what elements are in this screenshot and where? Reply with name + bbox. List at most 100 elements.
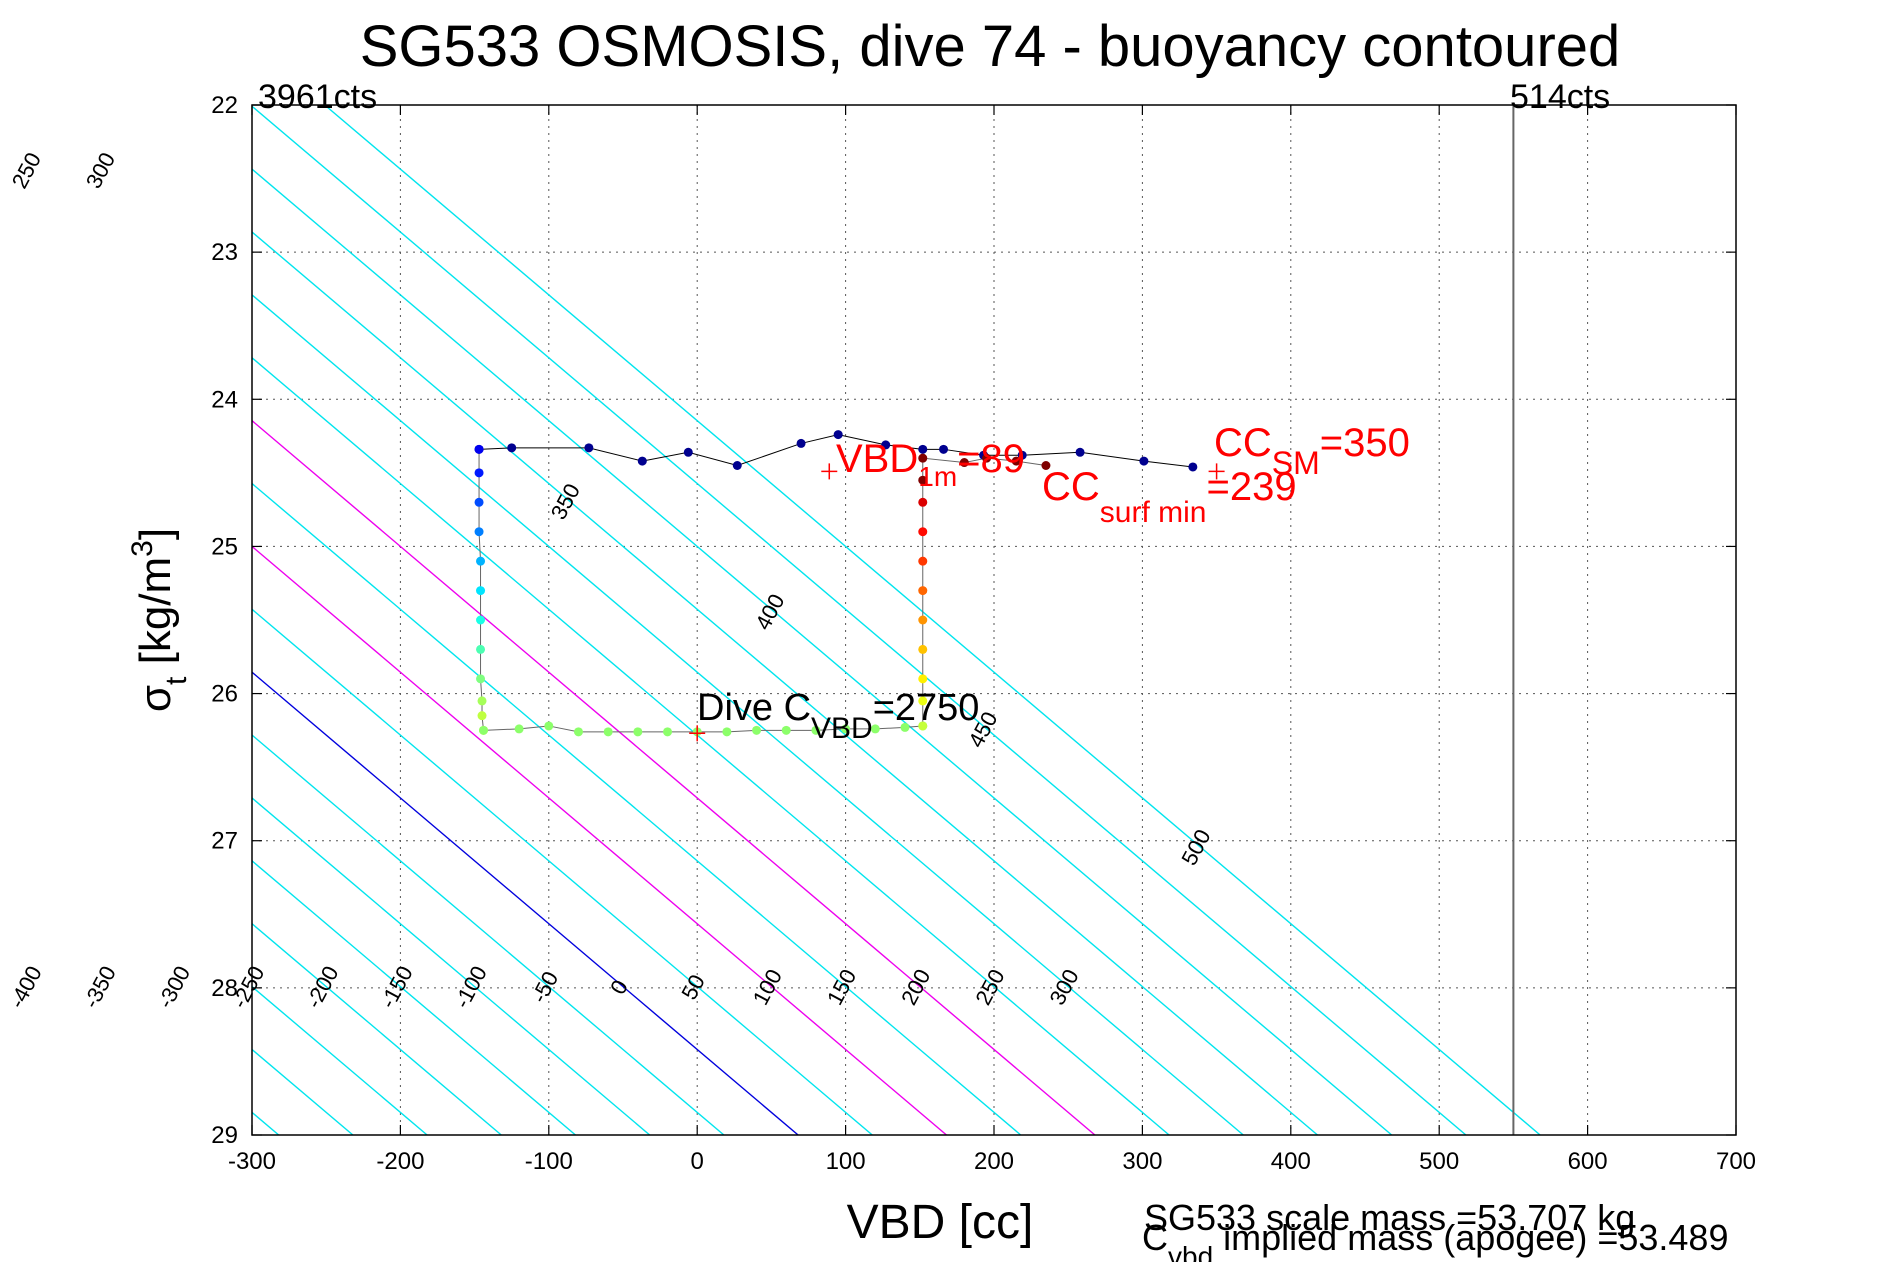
apogee-point <box>811 725 821 735</box>
x-tick-label: 300 <box>1122 1148 1162 1175</box>
x-tick-label: 0 <box>691 1148 704 1175</box>
scale-mass-note: SG533 scale mass =53.707 kg <box>1144 1197 1635 1238</box>
y-tick-label: 26 <box>211 681 238 708</box>
surface-point <box>507 443 517 453</box>
surface-point <box>1139 456 1149 466</box>
surface-point <box>939 444 949 454</box>
ascent-point <box>918 615 928 625</box>
ascent-point <box>918 674 928 684</box>
surface-point <box>881 440 891 450</box>
apogee-point <box>781 725 791 735</box>
apogee-point <box>544 721 554 731</box>
ascent-point <box>1011 456 1021 466</box>
ascent-point <box>1041 461 1051 470</box>
descent-point <box>476 674 486 684</box>
surface-point <box>732 461 742 470</box>
contour-line <box>252 734 725 1135</box>
y-tick-label: 25 <box>211 533 238 560</box>
ascent-point <box>918 475 928 485</box>
x-tick-label: 200 <box>974 1148 1014 1175</box>
annotation-cc-sm: CCSM=350 <box>1214 421 1410 481</box>
top-right-count: 514cts <box>1510 78 1610 116</box>
descent-point <box>477 711 487 721</box>
annotation-dive-cvbd: Dive CVBD=2750 <box>697 687 979 745</box>
x-tick-label: 700 <box>1716 1148 1756 1175</box>
x-tick-label: -100 <box>525 1148 573 1175</box>
descent-point <box>474 444 484 454</box>
surface-point <box>637 456 647 466</box>
descent-point <box>474 497 484 507</box>
surface-point <box>1075 447 1085 457</box>
ascent-point <box>918 527 928 537</box>
x-tick-label: 400 <box>1271 1148 1311 1175</box>
apogee-track-line <box>483 725 923 733</box>
y-tick-label: 27 <box>211 828 238 855</box>
apogee-point <box>573 727 583 737</box>
top-left-count: 3961cts <box>258 78 377 116</box>
ascent-point <box>918 696 928 706</box>
contour-line <box>252 922 502 1135</box>
apogee-point <box>479 725 489 735</box>
contour-line <box>252 231 1318 1135</box>
contour-line <box>252 356 1170 1135</box>
chart-title: SG533 OSMOSIS, dive 74 - buoyancy contou… <box>360 14 1621 79</box>
contour-line <box>252 168 1393 1135</box>
grid <box>252 105 1736 1135</box>
x-tick-label: 500 <box>1419 1148 1459 1175</box>
contour-line <box>252 797 651 1135</box>
surface-point <box>584 443 594 453</box>
apogee-point <box>603 727 613 737</box>
x-ticks: -300 -200 -100 0 100 200 300 400 500 600 700 <box>228 105 1756 1175</box>
apogee-point <box>514 724 524 734</box>
y-axis-label: σt [kg/m3] <box>126 528 193 712</box>
contour-line <box>252 482 1022 1135</box>
contour-line <box>252 293 1244 1135</box>
markers <box>689 463 1225 742</box>
annotation-cc-surf-min: CCsurf min=239 <box>1042 465 1297 529</box>
contour-line <box>252 545 947 1135</box>
buoyancy-contours <box>252 105 1541 1135</box>
surface-track-line <box>479 434 1193 468</box>
descent-point <box>476 644 486 654</box>
contour-line <box>252 671 799 1135</box>
apogee-point <box>722 727 732 737</box>
y-tick-label: 29 <box>211 1122 238 1149</box>
ascent-point <box>918 556 928 566</box>
y-tick-label: 24 <box>211 386 238 413</box>
apogee-point <box>841 724 851 734</box>
ascent-point <box>918 644 928 654</box>
surface-point <box>918 444 928 454</box>
apogee-point <box>663 727 673 737</box>
ascent-point <box>918 586 928 596</box>
x-tick-label: 100 <box>826 1148 866 1175</box>
apogee-point <box>633 727 643 737</box>
surface-point <box>683 447 693 457</box>
y-ticks: 22 23 24 25 26 27 28 29 <box>211 92 1736 1149</box>
data-series <box>474 430 1198 737</box>
ascent-point <box>918 453 928 463</box>
surface-point <box>1188 462 1198 472</box>
surface-point <box>796 438 806 448</box>
y-tick-label: 23 <box>211 239 238 266</box>
contour-line <box>252 105 1467 1135</box>
x-tick-label: -200 <box>376 1148 424 1175</box>
implied-mass-note: Cvbd implied mass (apogee) =53.489 <box>1142 1217 1728 1262</box>
ascent-point <box>918 497 928 507</box>
apogee-point <box>900 722 910 732</box>
descent-point <box>476 615 486 625</box>
surface-point <box>1017 450 1027 460</box>
contour-line <box>252 859 576 1135</box>
surface-point <box>833 430 843 440</box>
descent-point <box>474 468 484 478</box>
y-tick-label: 22 <box>211 92 238 119</box>
contour-line <box>252 419 1096 1135</box>
x-axis-label: VBD [cc] <box>847 1196 1034 1249</box>
x-tick-label: 600 <box>1568 1148 1608 1175</box>
apogee-point <box>752 725 762 735</box>
descent-point <box>477 696 487 706</box>
ascent-point <box>918 721 928 731</box>
descent-point <box>476 586 486 596</box>
descent-point <box>476 556 486 566</box>
contour-line <box>252 608 873 1135</box>
ascent-point <box>982 453 992 463</box>
